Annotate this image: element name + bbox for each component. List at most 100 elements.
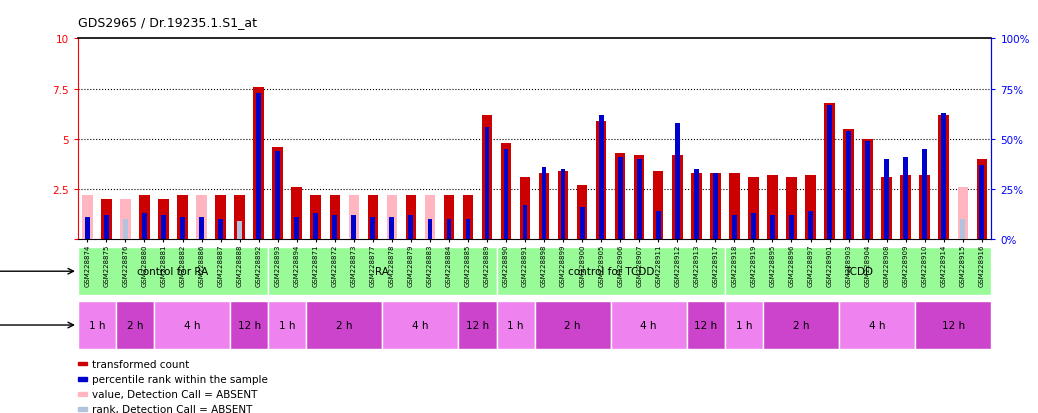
Bar xyxy=(729,173,740,240)
Bar xyxy=(199,218,203,240)
Bar xyxy=(500,143,512,240)
Bar xyxy=(238,221,242,240)
Text: GDS2965 / Dr.19235.1.S1_at: GDS2965 / Dr.19235.1.S1_at xyxy=(78,16,256,29)
Bar xyxy=(256,93,261,240)
Bar xyxy=(653,171,663,240)
Text: percentile rank within the sample: percentile rank within the sample xyxy=(92,374,268,384)
Bar xyxy=(637,159,641,240)
Text: rank, Detection Call = ABSENT: rank, Detection Call = ABSENT xyxy=(92,404,253,413)
Bar xyxy=(599,115,603,240)
Bar xyxy=(805,176,816,240)
Bar xyxy=(367,195,378,240)
Bar xyxy=(725,248,991,295)
Bar xyxy=(900,176,911,240)
Bar xyxy=(349,195,359,240)
Bar xyxy=(916,301,991,349)
Bar xyxy=(177,195,188,240)
Bar xyxy=(767,176,777,240)
Text: 2 h: 2 h xyxy=(793,320,810,330)
Bar xyxy=(496,248,725,295)
Bar xyxy=(839,301,916,349)
Text: 1 h: 1 h xyxy=(279,320,296,330)
Bar xyxy=(463,195,473,240)
Bar xyxy=(158,199,169,240)
Bar xyxy=(614,153,626,240)
Bar xyxy=(675,123,680,240)
Bar xyxy=(268,301,306,349)
Text: 2 h: 2 h xyxy=(336,320,353,330)
Bar xyxy=(957,188,968,240)
Bar xyxy=(535,301,610,349)
Bar xyxy=(332,216,337,240)
Text: 4 h: 4 h xyxy=(184,320,200,330)
Bar xyxy=(672,155,683,240)
Bar xyxy=(789,216,794,240)
Bar xyxy=(386,195,398,240)
Bar xyxy=(763,301,839,349)
Bar xyxy=(295,218,299,240)
Text: 1 h: 1 h xyxy=(736,320,753,330)
Bar xyxy=(960,220,965,240)
Bar xyxy=(941,113,946,240)
Bar xyxy=(580,207,584,240)
Bar xyxy=(446,220,452,240)
Bar xyxy=(85,218,89,240)
Bar xyxy=(409,216,413,240)
Bar xyxy=(843,129,854,240)
Bar xyxy=(78,248,268,295)
Bar xyxy=(725,301,763,349)
Bar xyxy=(104,216,109,240)
Bar xyxy=(691,173,702,240)
Bar xyxy=(577,185,588,240)
Bar xyxy=(235,195,245,240)
Bar xyxy=(786,178,797,240)
Bar xyxy=(253,87,264,240)
Bar xyxy=(371,218,375,240)
Bar xyxy=(557,171,569,240)
Bar xyxy=(710,173,720,240)
Bar xyxy=(230,301,268,349)
Bar xyxy=(78,301,116,349)
Bar xyxy=(732,216,737,240)
Bar xyxy=(443,195,455,240)
Text: control for RA: control for RA xyxy=(137,266,209,277)
Bar xyxy=(139,195,149,240)
Bar xyxy=(634,155,645,240)
Bar xyxy=(406,195,416,240)
Bar xyxy=(78,407,87,411)
Bar xyxy=(884,159,889,240)
Text: 4 h: 4 h xyxy=(640,320,657,330)
Text: 2 h: 2 h xyxy=(565,320,581,330)
Text: value, Detection Call = ABSENT: value, Detection Call = ABSENT xyxy=(92,389,257,399)
Bar xyxy=(181,218,185,240)
Bar xyxy=(656,211,660,240)
Bar xyxy=(770,216,774,240)
Bar xyxy=(846,131,851,240)
Text: 1 h: 1 h xyxy=(88,320,105,330)
Bar xyxy=(292,188,302,240)
Bar xyxy=(618,157,623,240)
Text: TCDD: TCDD xyxy=(844,266,873,277)
Text: 12 h: 12 h xyxy=(466,320,489,330)
Bar xyxy=(520,178,530,240)
Bar xyxy=(120,199,131,240)
Bar xyxy=(542,167,546,240)
Text: 1 h: 1 h xyxy=(508,320,524,330)
Bar xyxy=(306,301,382,349)
Text: 4 h: 4 h xyxy=(412,320,429,330)
Bar xyxy=(428,220,432,240)
Bar xyxy=(382,301,459,349)
Bar xyxy=(466,220,470,240)
Bar xyxy=(215,195,226,240)
Bar xyxy=(161,216,166,240)
Bar xyxy=(142,214,146,240)
Bar xyxy=(610,301,687,349)
Bar xyxy=(272,147,283,240)
Bar xyxy=(920,176,930,240)
Bar xyxy=(809,211,813,240)
Bar xyxy=(275,152,280,240)
Text: 2 h: 2 h xyxy=(127,320,143,330)
Bar xyxy=(268,248,496,295)
Text: transformed count: transformed count xyxy=(92,359,190,369)
Text: 12 h: 12 h xyxy=(238,320,261,330)
